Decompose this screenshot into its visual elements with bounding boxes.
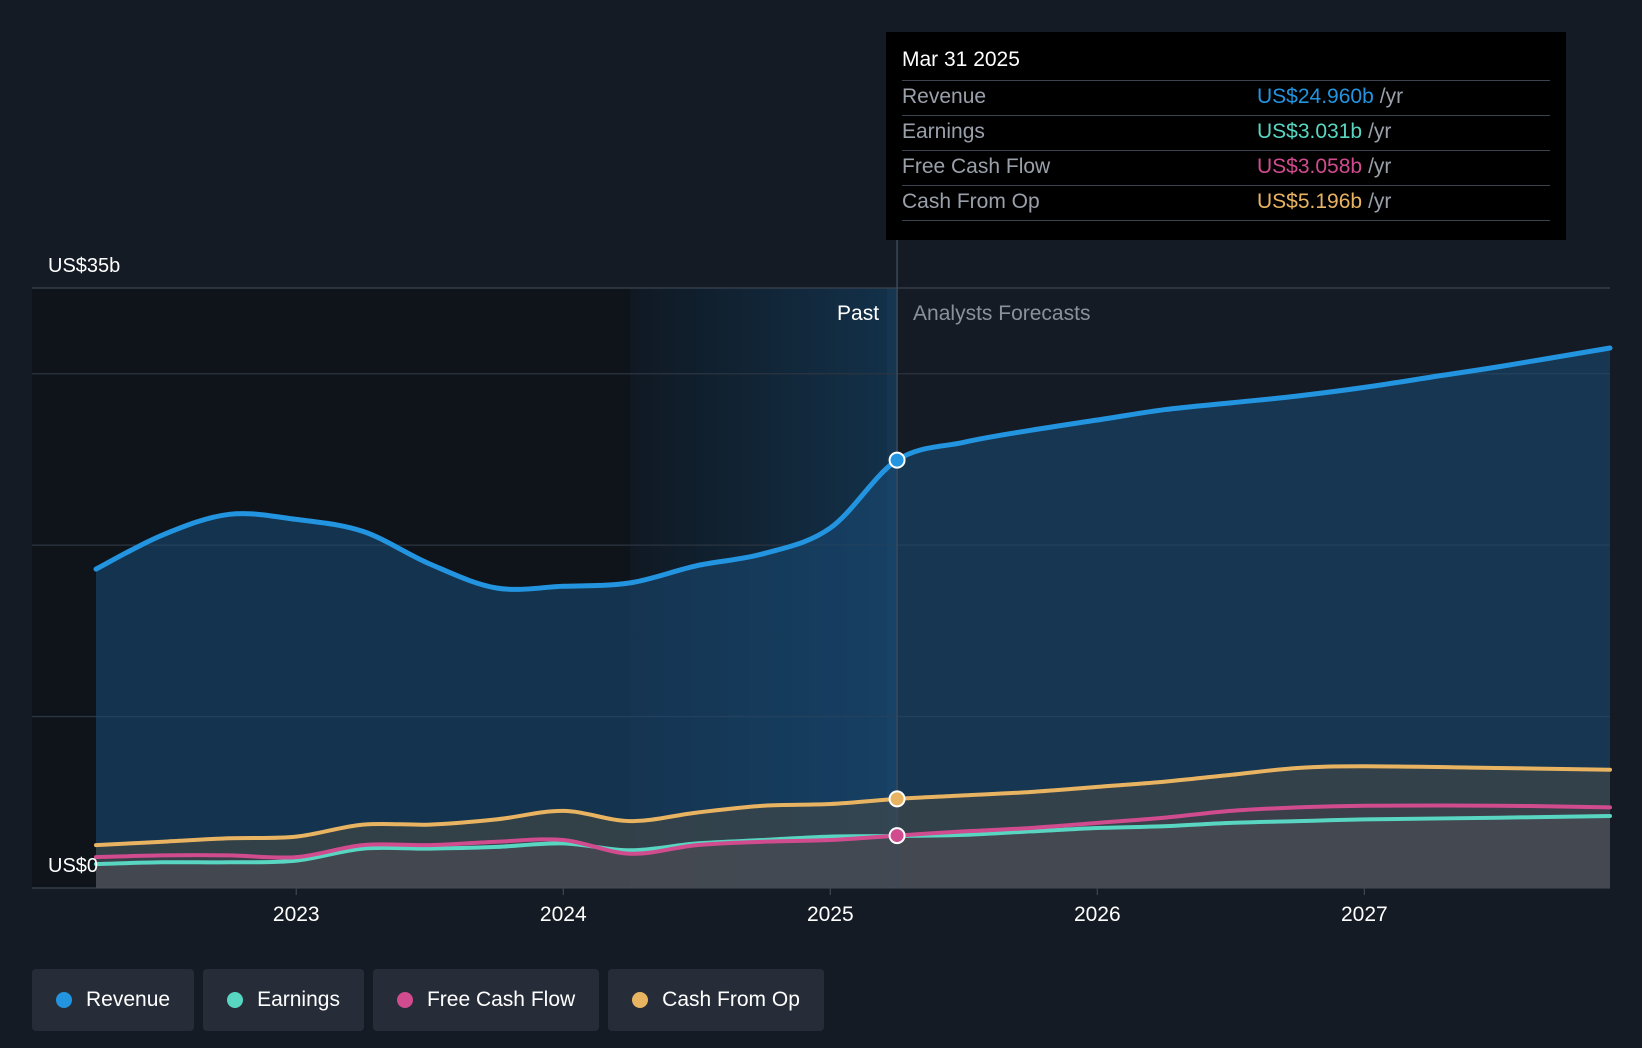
past-label: Past: [837, 302, 879, 325]
tooltip-unit: /yr: [1368, 120, 1392, 143]
x-tick-label: 2027: [1341, 903, 1388, 926]
marker-cash-from-op[interactable]: [888, 790, 906, 808]
tooltip-label: Cash From Op: [902, 190, 1040, 213]
legend-item-revenue[interactable]: Revenue: [32, 969, 195, 1031]
tooltip-value: US$5.196b: [1257, 190, 1363, 213]
tooltip-label: Revenue: [902, 85, 987, 108]
legend-dot-icon: [632, 992, 649, 1008]
tooltip-unit: /yr: [1379, 85, 1404, 108]
x-tick-label: 2025: [807, 903, 854, 926]
tooltip: Mar 31 2025 Revenue US$24.960b /yr Earni…: [886, 32, 1566, 240]
tooltip-value: US$3.031b: [1257, 120, 1363, 143]
line-free-cash-flow: [94, 803, 1612, 860]
legend-label: Earnings: [257, 988, 340, 1011]
y-axis-bottom-label: US$0: [48, 855, 98, 877]
line-earnings: [94, 814, 1612, 866]
line-cash-from-op: [94, 764, 1612, 848]
area-earnings: [96, 816, 1610, 888]
forecast-label: Analysts Forecasts: [913, 302, 1090, 325]
y-axis-top-label: US$35b: [48, 255, 120, 277]
tooltip-value: US$24.960b: [1257, 85, 1374, 108]
legend: Revenue Earnings Free Cash Flow Cash Fro…: [32, 969, 824, 1031]
tooltip-row-free-cash-flow: Free Cash Flow US$3.058b /yr: [902, 150, 1550, 185]
x-tick-label: 2026: [1074, 903, 1121, 926]
tooltip-value: US$3.058b: [1257, 155, 1363, 178]
legend-item-free-cash-flow[interactable]: Free Cash Flow: [372, 969, 600, 1031]
x-tick-label: 2023: [273, 903, 320, 926]
legend-item-cash-from-op[interactable]: Cash From Op: [608, 969, 824, 1031]
legend-label: Free Cash Flow: [426, 988, 576, 1011]
legend-label: Revenue: [86, 988, 171, 1011]
legend-label: Cash From Op: [662, 988, 800, 1011]
marker-revenue[interactable]: [888, 451, 906, 469]
area-revenue: [96, 348, 1610, 888]
legend-item-earnings[interactable]: Earnings: [203, 969, 364, 1031]
marker-free-cash-flow[interactable]: [888, 827, 906, 845]
tooltip-date: Mar 31 2025: [902, 48, 1020, 71]
tooltip-label: Earnings: [902, 120, 985, 143]
tooltip-unit: /yr: [1368, 190, 1392, 213]
tooltip-row-earnings: Earnings US$3.031b /yr: [902, 115, 1550, 150]
tooltip-row-cash-from-op: Cash From Op US$5.196b /yr: [902, 185, 1550, 221]
tooltip-label: Free Cash Flow: [902, 155, 1051, 178]
line-revenue: [93, 345, 1613, 592]
x-tick-label: 2024: [540, 903, 587, 926]
legend-dot-icon: [56, 992, 72, 1008]
tooltip-unit: /yr: [1368, 155, 1392, 178]
tooltip-row-revenue: Revenue US$24.960b /yr: [902, 80, 1550, 115]
legend-dot-icon: [396, 992, 413, 1008]
legend-dot-icon: [227, 992, 244, 1008]
